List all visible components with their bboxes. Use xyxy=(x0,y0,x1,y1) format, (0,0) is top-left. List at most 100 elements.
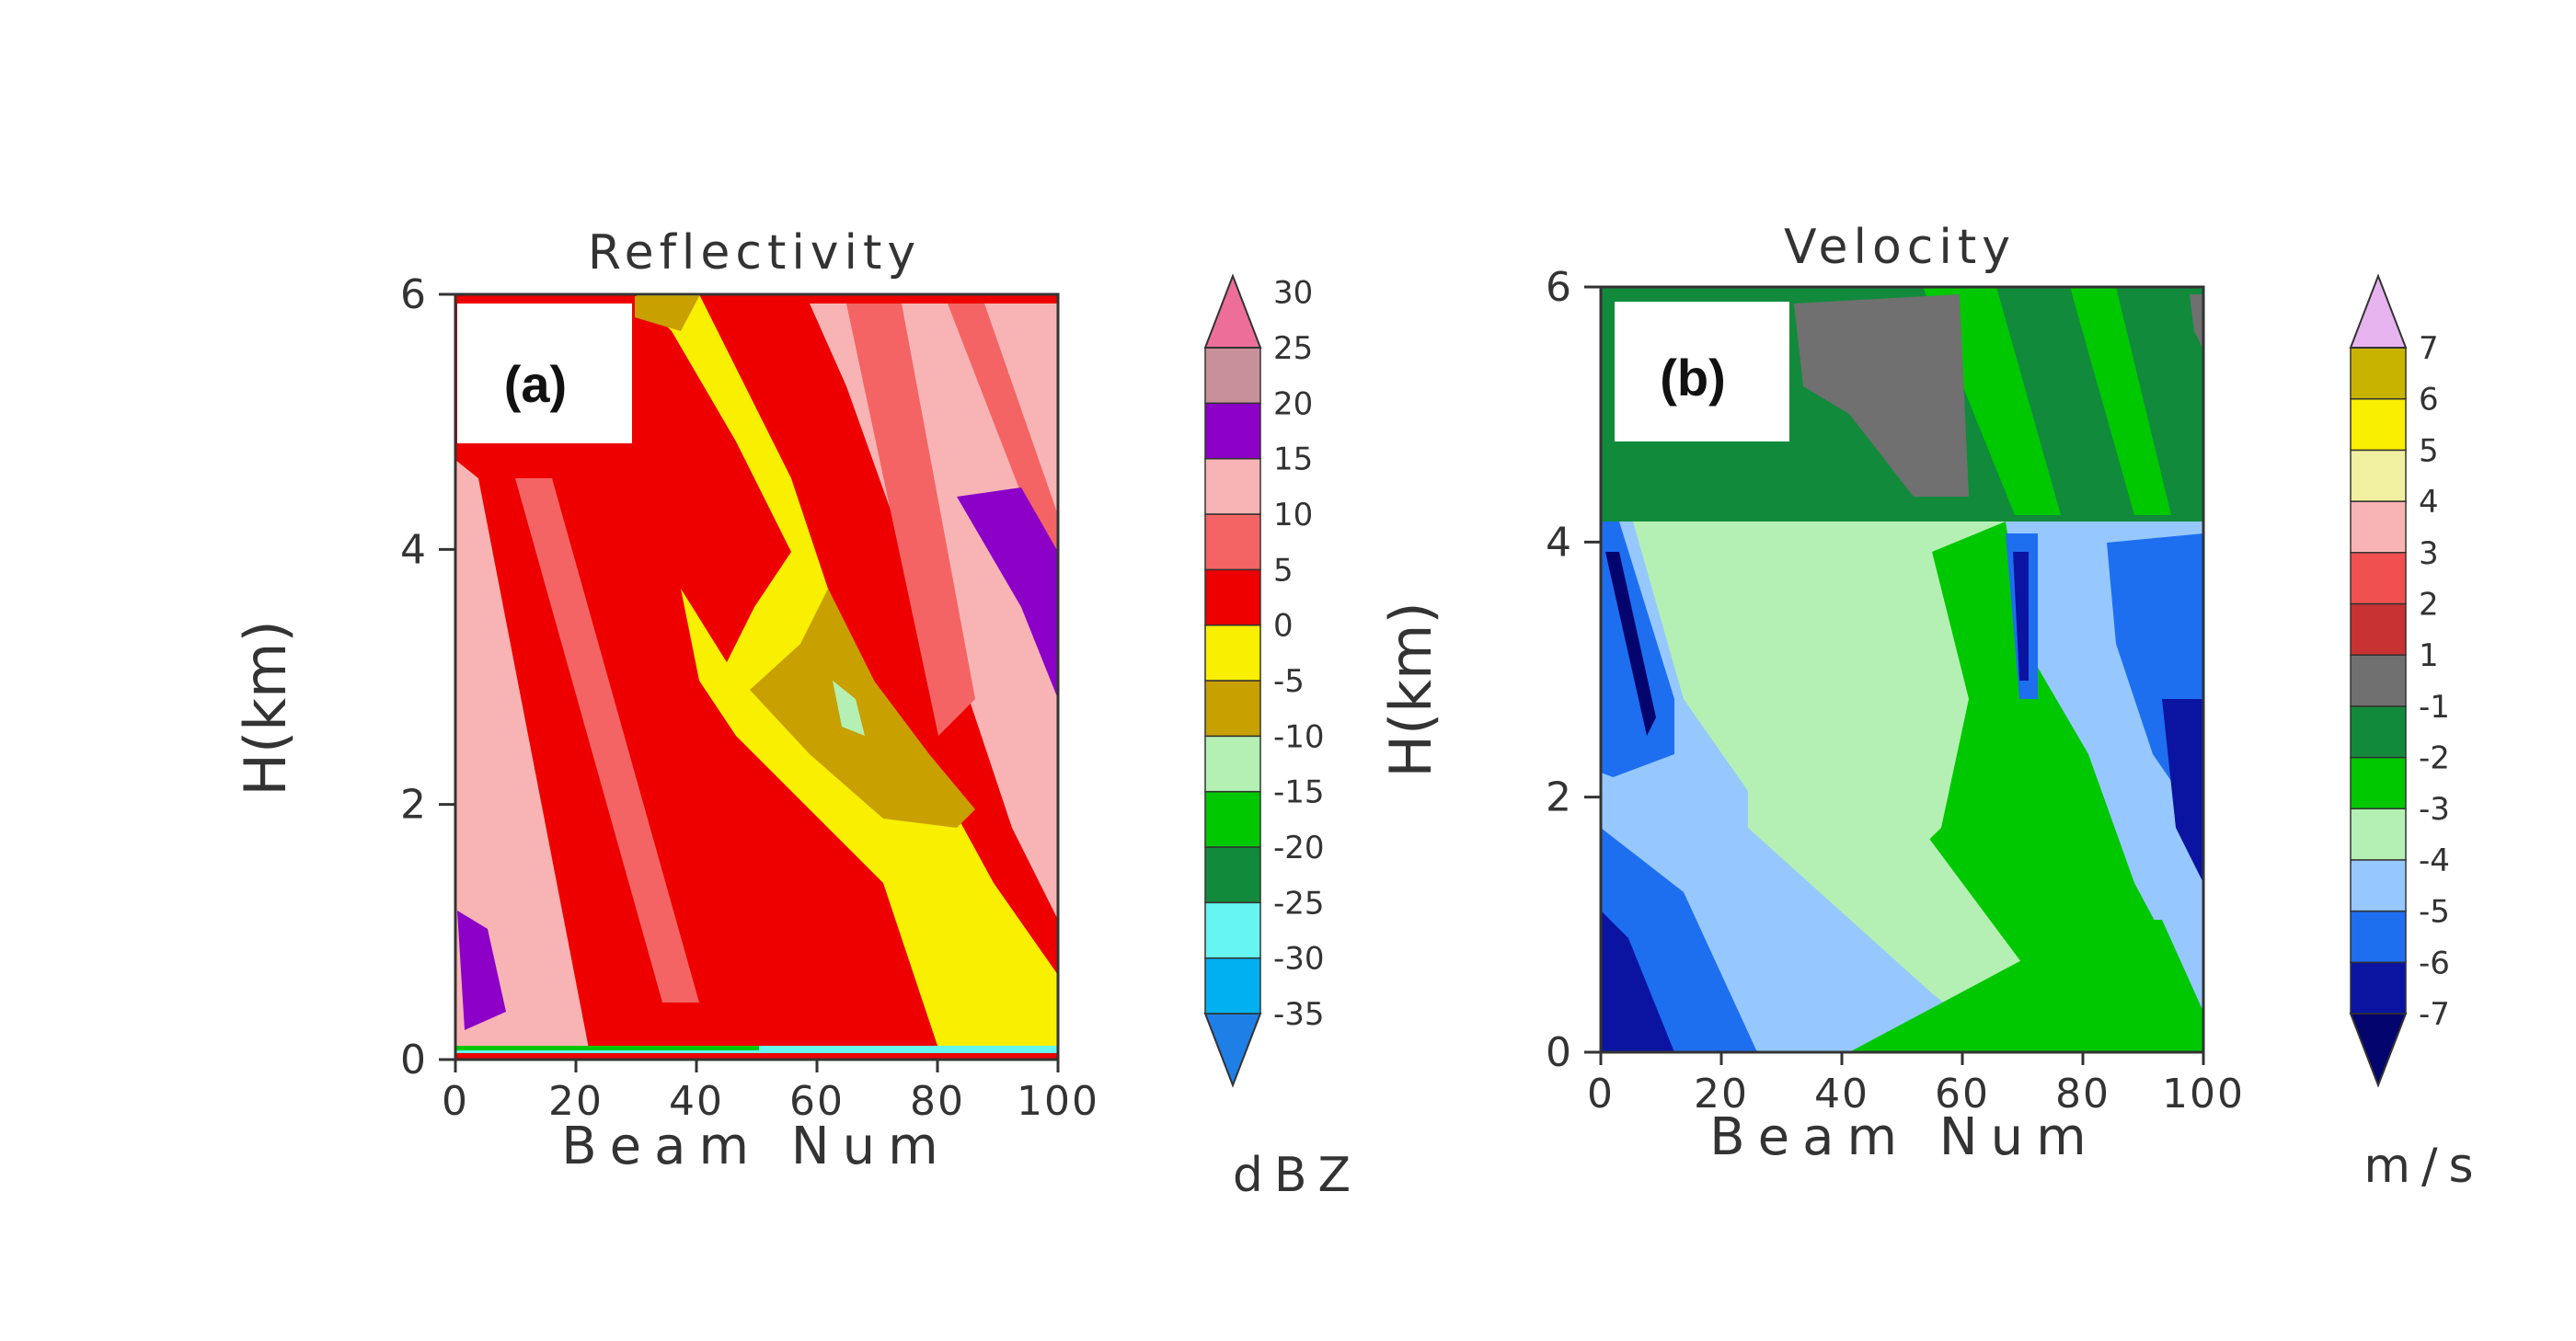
reflectivity-colorbar-level-label: -5 xyxy=(1273,663,1305,700)
reflectivity-colorbar-swatch xyxy=(1204,513,1261,571)
reflectivity-colorbar-level-label: 20 xyxy=(1273,385,1313,422)
velocity-x-tick-label: 100 xyxy=(2162,1071,2245,1118)
reflectivity-light-green-patch xyxy=(833,681,865,736)
reflectivity-purple-patch xyxy=(957,487,1058,699)
reflectivity-colorbar-swatch xyxy=(1204,790,1261,848)
reflectivity-colorbar-swatch xyxy=(1204,457,1261,515)
velocity-colorbar-swatch xyxy=(2350,961,2407,1014)
reflectivity-bottom-strip xyxy=(455,1046,759,1050)
velocity-colorbar-swatch xyxy=(2350,859,2407,912)
reflectivity-colorbar-level-label: -25 xyxy=(1273,885,1325,922)
panel-velocity: Velocity xyxy=(1377,220,2484,1194)
velocity-colorbar-level-label: 5 xyxy=(2419,432,2439,469)
velocity-colorbar-swatch xyxy=(2350,397,2407,452)
reflectivity-y-tick-label: 6 xyxy=(400,271,428,318)
velocity-y-tick-label: 2 xyxy=(1546,774,1573,821)
velocity-colorbar-swatch xyxy=(2350,910,2407,964)
velocity-colorbar-swatch xyxy=(2350,449,2407,502)
velocity-green-lower xyxy=(1849,920,2203,1052)
reflectivity-colorbar: -35 -30 -25 -20 -15 -10 -5 0 5 10 15 20 25 30 xyxy=(1203,273,1325,1088)
panel-reflectivity: Reflectivity (a) xyxy=(232,225,1362,1203)
velocity-colorbar-swatch xyxy=(2350,602,2407,656)
velocity-frame xyxy=(1599,285,2205,1054)
velocity-colorbar-swatch xyxy=(2350,705,2407,759)
reflectivity-x-axis: 0 20 40 60 80 100 xyxy=(442,1060,1099,1125)
reflectivity-x-tick-label: 80 xyxy=(910,1078,965,1125)
velocity-colorbar-level-label: -2 xyxy=(2419,740,2450,777)
reflectivity-colorbar-swatch xyxy=(1204,402,1261,460)
velocity-y-tick-label: 6 xyxy=(1546,264,1573,311)
reflectivity-colorbar-level-label: -15 xyxy=(1273,774,1325,811)
velocity-y-label: H(km) xyxy=(1377,602,1444,777)
velocity-y-tick-label: 4 xyxy=(1546,519,1573,566)
reflectivity-colorbar-min-arrow xyxy=(1203,1013,1262,1088)
reflectivity-plot-area: (a) xyxy=(454,292,1060,1061)
reflectivity-frame xyxy=(454,292,1060,1061)
velocity-colorbar-level-label: -3 xyxy=(2419,791,2450,828)
velocity-colorbar-swatch xyxy=(2350,654,2407,707)
reflectivity-y-axis: 0 2 4 6 xyxy=(400,271,455,1083)
reflectivity-y-label: H(km) xyxy=(232,620,299,796)
reflectivity-colorbar-swatch xyxy=(1204,680,1261,738)
reflectivity-x-tick-label: 40 xyxy=(669,1078,724,1125)
velocity-gray-region xyxy=(2190,294,2203,350)
velocity-colorbar-level-label: -1 xyxy=(2419,689,2450,726)
reflectivity-colorbar-swatch xyxy=(1204,957,1261,1014)
velocity-green-streak xyxy=(2070,287,2171,515)
reflectivity-colorbar-level-label: -10 xyxy=(1273,718,1325,755)
reflectivity-colorbar-level-label: 5 xyxy=(1273,552,1294,589)
velocity-colorbar-level-label: 7 xyxy=(2419,330,2439,367)
velocity-x-tick-label: 60 xyxy=(1935,1071,1990,1118)
velocity-x-label: Beam Num xyxy=(1709,1107,2099,1167)
reflectivity-colorbar-swatch xyxy=(1204,735,1261,793)
reflectivity-x-tick-label: 60 xyxy=(789,1078,845,1125)
velocity-colorbar-level-label: 4 xyxy=(2419,484,2439,521)
velocity-colorbar-level-label: 1 xyxy=(2419,637,2439,674)
velocity-colorbar-level-label: -7 xyxy=(2419,996,2450,1033)
reflectivity-olive-top xyxy=(635,296,699,331)
velocity-plot-area: (b) xyxy=(1599,285,2205,1054)
velocity-y-tick-label: 0 xyxy=(1546,1029,1573,1076)
reflectivity-colorbar-swatch xyxy=(1204,347,1261,405)
reflectivity-colorbar-level-label: 25 xyxy=(1273,330,1313,367)
velocity-colorbar-swatch xyxy=(2350,756,2407,809)
reflectivity-colorbar-level-label: -35 xyxy=(1273,996,1325,1033)
velocity-title: Velocity xyxy=(1784,220,2016,275)
velocity-colorbar-swatch xyxy=(2350,552,2407,605)
velocity-colorbar-level-label: 6 xyxy=(2419,382,2439,418)
reflectivity-pink-region xyxy=(810,304,1058,920)
reflectivity-colorbar-level-label: 30 xyxy=(1273,275,1313,312)
velocity-colorbar-level-label: -6 xyxy=(2419,945,2450,981)
reflectivity-light-red-band xyxy=(515,478,699,1003)
velocity-colorbar-unit: m/s xyxy=(2363,1139,2484,1194)
velocity-dark-blue-streak xyxy=(2013,552,2029,681)
reflectivity-olive-core xyxy=(750,589,975,828)
reflectivity-light-red-band xyxy=(846,304,975,736)
reflectivity-x-tick-label: 0 xyxy=(442,1078,469,1125)
reflectivity-colorbar-level-label: -20 xyxy=(1273,830,1325,866)
reflectivity-y-tick-label: 4 xyxy=(400,526,428,573)
reflectivity-x-tick-label: 100 xyxy=(1017,1078,1099,1125)
velocity-dark-blue-streak xyxy=(1605,552,1656,736)
velocity-x-tick-label: 0 xyxy=(1587,1071,1615,1118)
velocity-colorbar-min-arrow xyxy=(2349,1013,2408,1088)
velocity-dark-blue-region xyxy=(2162,699,2203,883)
reflectivity-panel-label: (a) xyxy=(504,355,567,413)
reflectivity-colorbar-level-label: 0 xyxy=(1273,608,1294,645)
velocity-x-tick-label: 20 xyxy=(1694,1071,1749,1118)
reflectivity-colorbar-level-label: 15 xyxy=(1273,441,1313,478)
reflectivity-colorbar-swatch xyxy=(1204,846,1261,904)
reflectivity-y-tick-label: 0 xyxy=(400,1037,428,1083)
reflectivity-title: Reflectivity xyxy=(588,225,921,281)
reflectivity-colorbar-level-label: -30 xyxy=(1273,941,1325,978)
reflectivity-colorbar-unit: dBZ xyxy=(1233,1148,1362,1203)
velocity-label-box xyxy=(1615,302,1789,441)
velocity-dark-blue-region xyxy=(1601,911,1674,1052)
reflectivity-colorbar-swatch xyxy=(1204,901,1261,959)
velocity-x-tick-label: 40 xyxy=(1814,1071,1869,1118)
velocity-x-tick-label: 80 xyxy=(2055,1071,2110,1118)
velocity-colorbar-swatch xyxy=(2350,500,2407,554)
velocity-colorbar-swatch xyxy=(2350,347,2407,400)
velocity-colorbar-level-label: -4 xyxy=(2419,842,2450,879)
